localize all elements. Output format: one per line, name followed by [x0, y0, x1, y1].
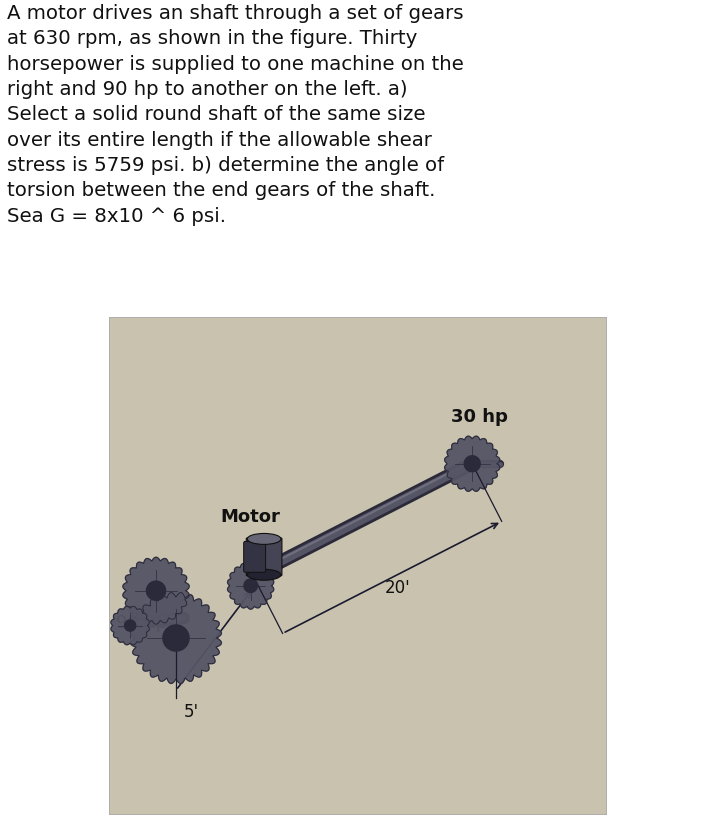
- Polygon shape: [163, 625, 189, 651]
- Polygon shape: [124, 620, 136, 631]
- Polygon shape: [464, 456, 480, 472]
- Text: 5': 5': [183, 703, 198, 721]
- Polygon shape: [131, 593, 221, 683]
- Text: 20': 20': [385, 579, 411, 597]
- Polygon shape: [147, 581, 165, 600]
- FancyBboxPatch shape: [247, 538, 253, 575]
- Polygon shape: [244, 579, 257, 593]
- Polygon shape: [227, 562, 274, 609]
- Text: 30 hp: 30 hp: [452, 408, 508, 426]
- FancyBboxPatch shape: [247, 538, 282, 576]
- Polygon shape: [444, 436, 500, 491]
- FancyBboxPatch shape: [244, 542, 265, 572]
- Ellipse shape: [247, 533, 281, 544]
- FancyBboxPatch shape: [247, 538, 253, 575]
- Text: A motor drives an shaft through a set of gears
at 630 rpm, as shown in the figur: A motor drives an shaft through a set of…: [7, 4, 464, 226]
- Text: 90 hp: 90 hp: [116, 614, 168, 632]
- Polygon shape: [111, 607, 150, 644]
- Text: Motor: Motor: [221, 509, 280, 527]
- Polygon shape: [123, 557, 189, 624]
- Ellipse shape: [247, 570, 281, 580]
